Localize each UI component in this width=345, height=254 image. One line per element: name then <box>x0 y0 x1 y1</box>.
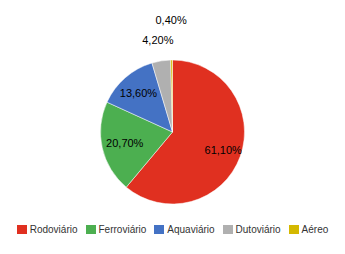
svg-text:4,20%: 4,20% <box>142 34 173 46</box>
html-text:Aéreo: Aéreo <box>301 224 329 235</box>
svg-text:0,40%: 0,40% <box>155 14 186 26</box>
html-text:Dutoviário: Dutoviário <box>235 224 281 235</box>
svg-text:13,60%: 13,60% <box>120 87 158 99</box>
html-text:Aquaviário: Aquaviário <box>167 224 215 235</box>
html-text:Ferroviário: Ferroviário <box>98 224 147 235</box>
svg-text:20,70%: 20,70% <box>106 137 144 149</box>
svg-text:61,10%: 61,10% <box>205 144 243 156</box>
html-text:Rodoviário: Rodoviário <box>29 224 78 235</box>
